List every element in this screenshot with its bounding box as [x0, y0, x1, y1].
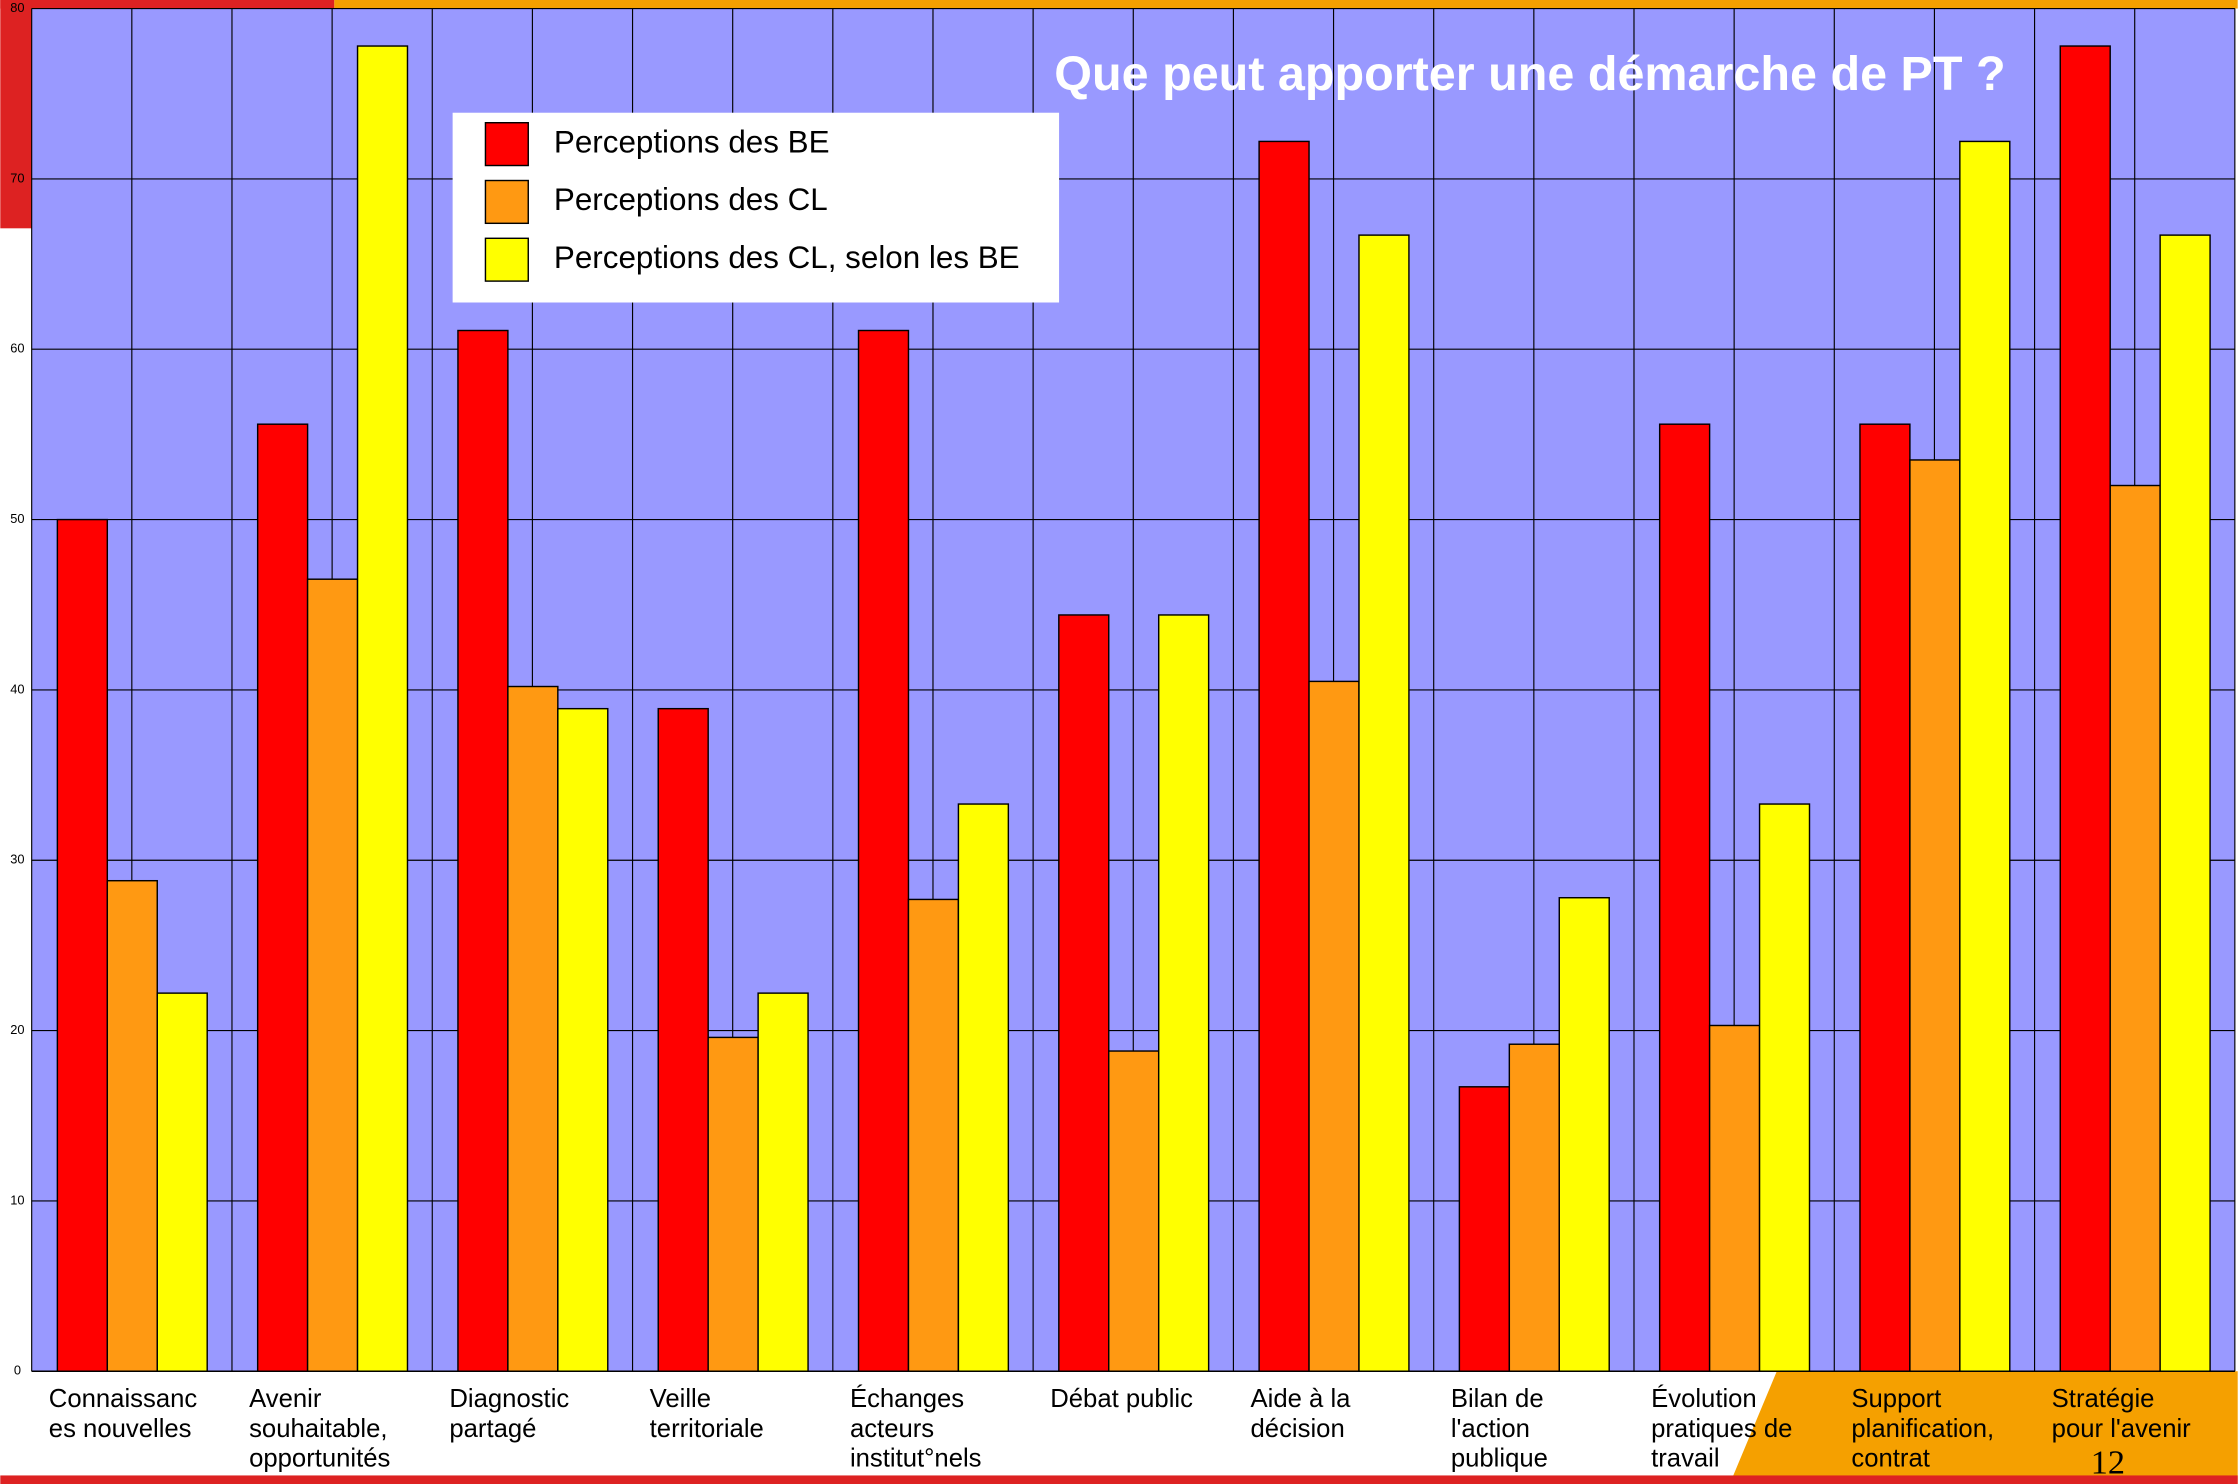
page-number: 12 [2091, 1443, 2125, 1481]
bar [507, 685, 559, 1372]
bar [1658, 423, 1711, 1372]
legend-swatch [484, 122, 529, 167]
x-tick-label: Stratégie pour l'avenir [2052, 1385, 2191, 1443]
bar [1508, 1043, 1560, 1372]
bar [1058, 614, 1110, 1372]
bar [1708, 1024, 1761, 1372]
bar [957, 803, 1010, 1372]
x-tick-label: Échanges acteurs institut°nels [850, 1384, 982, 1473]
top-band [334, 0, 2238, 9]
bar [156, 992, 208, 1372]
legend-label: Perceptions des BE [554, 124, 830, 159]
bar [2109, 484, 2161, 1372]
bar [1258, 140, 1310, 1372]
y-tick-label: 0 [14, 1363, 21, 1378]
y-tick-label: 60 [10, 341, 24, 356]
y-tick-label: 80 [10, 0, 24, 15]
bar [356, 45, 409, 1372]
y-tick-label: 20 [10, 1022, 24, 1037]
legend-label: Perceptions des CL, selon les BE [554, 240, 1020, 275]
y-tick-label: 70 [10, 170, 24, 185]
bar [1558, 897, 1610, 1372]
y-tick-label: 30 [10, 852, 24, 867]
bar [1108, 1050, 1160, 1372]
legend-label: Perceptions des CL [554, 182, 828, 217]
legend-swatch [484, 179, 529, 225]
corner-shape [1729, 1371, 2238, 1484]
top-band-red [0, 0, 335, 9]
bar [1859, 423, 1911, 1372]
left-band [0, 0, 32, 229]
legend-box [452, 112, 1060, 303]
bar [56, 518, 109, 1372]
x-tick-label: Avenir souhaitable, opportunités [249, 1385, 390, 1473]
bar [106, 879, 158, 1372]
legend-swatch [484, 237, 529, 282]
bottom-band [0, 1475, 2238, 1484]
bar [707, 1036, 759, 1372]
bar [2059, 45, 2111, 1372]
bar [2159, 234, 2211, 1372]
bar [857, 329, 910, 1372]
x-tick-label: Débat public [1050, 1385, 1193, 1413]
x-tick-label: Support planification, contrat [1851, 1385, 1994, 1473]
bar [1308, 680, 1360, 1372]
bar [1458, 1086, 1511, 1372]
y-tick-label: 10 [10, 1192, 24, 1207]
bar [1358, 234, 1410, 1372]
y-tick-label: 50 [10, 511, 24, 526]
bar [557, 707, 609, 1372]
bar [1758, 803, 1811, 1372]
bar [256, 423, 309, 1372]
bar [306, 578, 359, 1372]
bar [1909, 459, 1961, 1372]
x-tick-label: Diagnostic partagé [449, 1385, 569, 1443]
chart-title: Que peut apporter une démarche de PT ? [1054, 47, 2005, 101]
x-tick-label: Bilan de l'action publique [1451, 1385, 1548, 1473]
bar [657, 707, 709, 1372]
x-tick-label: Aide à la décision [1251, 1385, 1352, 1443]
bar [757, 992, 809, 1372]
bar [907, 898, 960, 1372]
y-tick-label: 40 [10, 681, 24, 696]
x-tick-label: Connaissanc es nouvelles [49, 1385, 198, 1443]
bar [1959, 140, 2011, 1372]
x-tick-label: Évolution pratiques de travail [1651, 1384, 1792, 1473]
bar [1157, 614, 1210, 1372]
x-tick-label: Veille territoriale [650, 1385, 764, 1443]
bar [457, 329, 509, 1372]
